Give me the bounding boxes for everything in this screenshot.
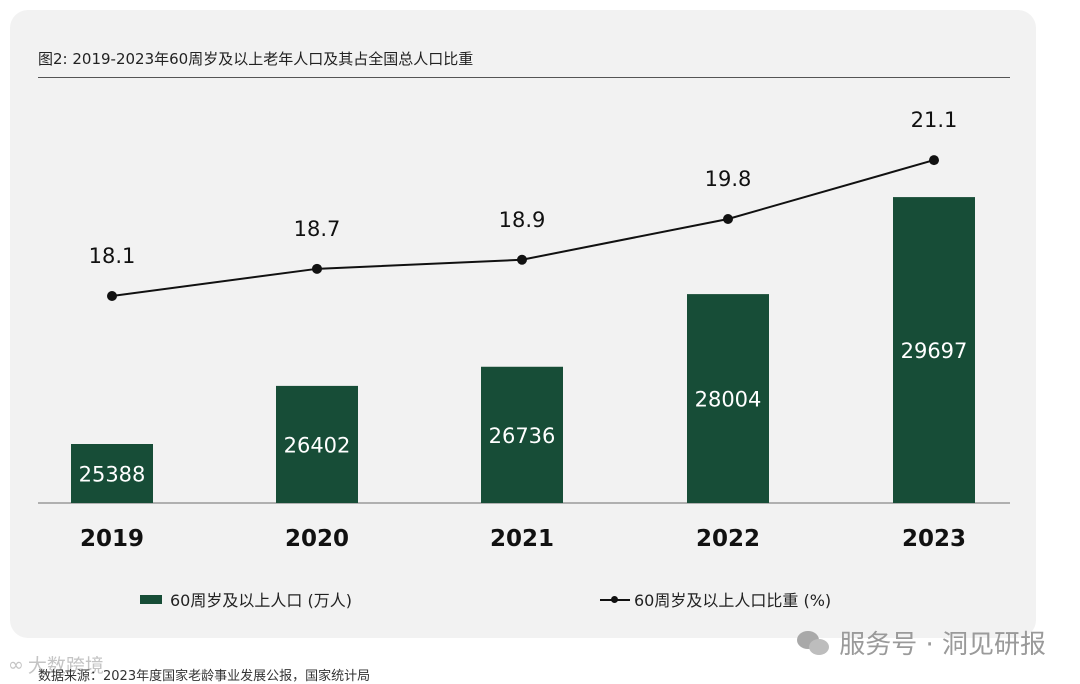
line-value-label: 18.9: [499, 208, 546, 232]
bar: [893, 197, 975, 503]
line-point: [723, 213, 733, 224]
line-point: [517, 254, 527, 265]
x-tick-label: 2020: [285, 526, 349, 552]
bar-value-label: 28004: [695, 388, 762, 412]
x-tick-label: 2023: [902, 526, 966, 552]
chart-card: [10, 10, 1036, 638]
line-value-label: 18.1: [89, 244, 136, 268]
x-tick-label: 2019: [80, 526, 144, 552]
bar: [481, 366, 563, 503]
bar-value-label: 25388: [79, 463, 146, 487]
watermark-secondary-text: 大数跨境: [27, 655, 104, 677]
legend-bar-label: 60周岁及以上人口 (万人): [170, 591, 352, 610]
wechat-icon: [797, 629, 831, 657]
watermark: 服务号 · 洞见研报: [797, 624, 1046, 661]
legend-item-bar: 60周岁及以上人口 (万人): [140, 587, 352, 611]
line-point: [929, 155, 939, 166]
watermark-text: 服务号 · 洞见研报: [839, 630, 1046, 660]
line-point: [312, 263, 322, 274]
data-source: 数据来源：2023年度国家老龄事业发展公报，国家统计局: [38, 669, 371, 684]
bar: [687, 294, 769, 503]
bar-value-label: 26736: [489, 424, 556, 448]
bar: [71, 444, 153, 503]
x-tick-label: 2021: [490, 526, 554, 552]
legend-item-line: 60周岁及以上人口比重 (%): [600, 587, 831, 611]
chart-title: 图2: 2019-2023年60周岁及以上老年人口及其占全国总人口比重: [38, 50, 474, 68]
bar-value-label: 29697: [901, 339, 968, 363]
legend-line-label: 60周岁及以上人口比重 (%): [634, 591, 832, 610]
line-value-label: 19.8: [705, 167, 752, 191]
line-value-label: 18.7: [294, 217, 341, 241]
legend-line-swatch: [600, 593, 630, 605]
x-tick-label: 2022: [696, 526, 760, 552]
watermark-secondary: ∞ 大数跨境: [8, 651, 104, 678]
bar: [276, 385, 358, 503]
legend-bar-swatch: [140, 594, 162, 604]
line-value-label: 21.1: [911, 108, 958, 132]
brand-logo-icon: ∞: [8, 653, 24, 676]
title-divider: [38, 77, 1010, 78]
bar-value-label: 26402: [284, 433, 351, 457]
line-point: [107, 291, 117, 301]
